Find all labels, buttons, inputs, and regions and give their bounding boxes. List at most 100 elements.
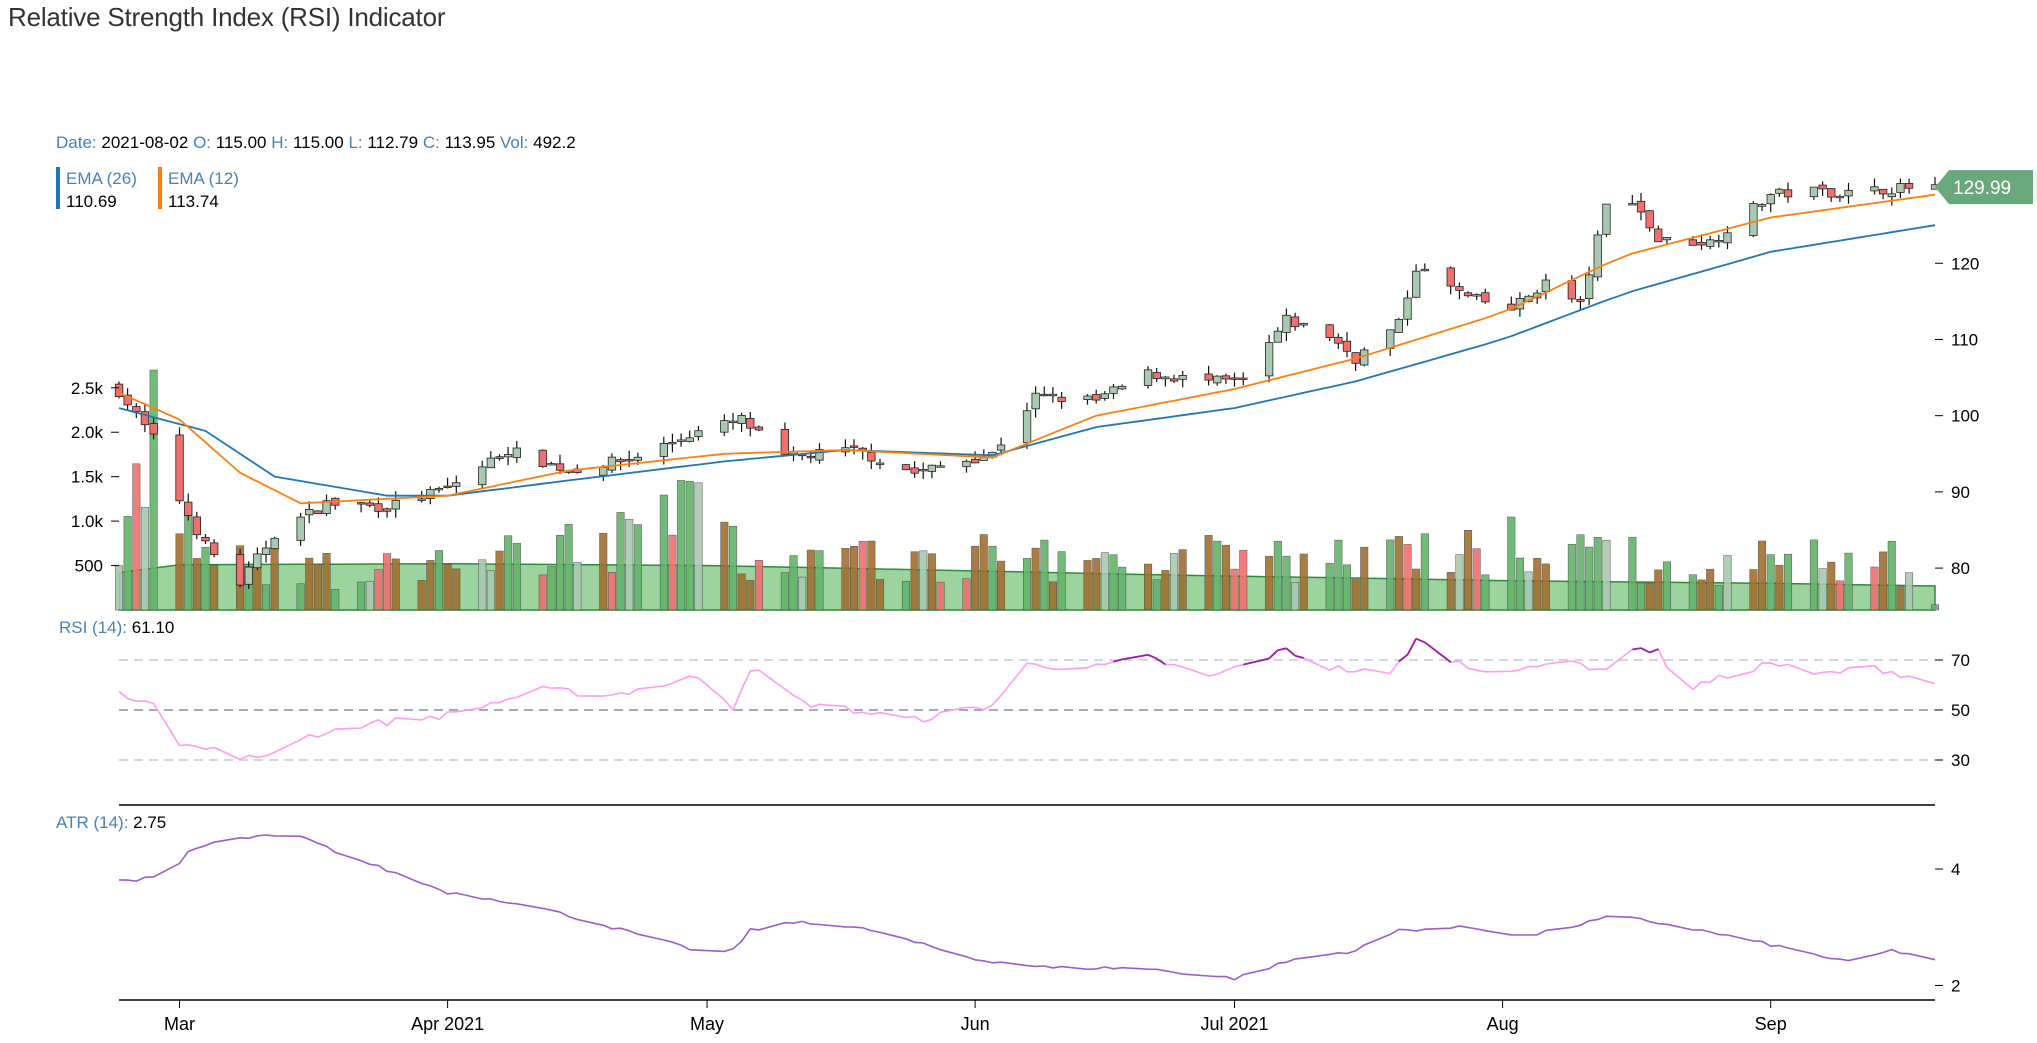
candle-body (175, 434, 184, 502)
volume-bar (1092, 558, 1101, 611)
price-tick-label: 110 (1951, 330, 1978, 349)
volume-bar (1386, 539, 1395, 611)
atr-tick-label: 2 (1951, 976, 1960, 995)
volume-bar (478, 559, 487, 611)
candle-body (1463, 292, 1473, 297)
volume-bar (270, 547, 279, 611)
atr-line (118, 834, 1936, 981)
rsi-extreme-segment (1268, 649, 1279, 660)
ema26-label: EMA (26) (66, 169, 137, 188)
ema26-value: 110.69 (66, 192, 117, 211)
volume-tick-label: 2.0k (71, 423, 104, 442)
volume-bar (1818, 568, 1827, 611)
date-label: Date: (56, 133, 97, 152)
candle-body (1636, 200, 1646, 213)
volume-value: 492.2 (533, 133, 576, 152)
volume-bar (633, 524, 642, 611)
candle-body (1766, 194, 1775, 205)
rsi-tick-label: 30 (1951, 751, 1970, 770)
open-label: O: (193, 133, 212, 152)
volume-bar (780, 572, 789, 611)
volume-bar (132, 463, 141, 611)
candle-body (270, 537, 279, 549)
volume-bar (1291, 582, 1300, 611)
candle-body (1706, 239, 1715, 247)
rsi-tick-label: 70 (1951, 651, 1970, 670)
x-tick-label: Mar (164, 1014, 195, 1034)
volume-bar (564, 524, 573, 611)
candle-body (365, 502, 375, 506)
close-label: C: (422, 133, 440, 152)
candle-body (1697, 241, 1706, 246)
volume-bar (486, 570, 495, 611)
candle-body (668, 441, 677, 445)
volume-bar (729, 525, 738, 611)
volume-bar (1706, 568, 1715, 611)
candle-body (1031, 392, 1040, 410)
volume-bar (1896, 586, 1905, 611)
volume-bar (1714, 585, 1723, 611)
candle-body (694, 430, 703, 437)
candle-body (625, 459, 634, 462)
candle-body (1325, 324, 1334, 338)
volume-bar (1870, 566, 1879, 611)
volume-bar (1809, 539, 1818, 611)
rsi-tick-label: 50 (1951, 701, 1970, 720)
ema12-legend[interactable]: EMA (12) 113.74 (158, 167, 239, 213)
volume-bar (1481, 574, 1490, 611)
volume-bar (1351, 579, 1360, 611)
rsi-extreme-segment (1415, 637, 1426, 644)
volume-bar (1749, 569, 1758, 611)
rsi-extreme-segment (1632, 647, 1642, 651)
ema26-legend[interactable]: EMA (26) 110.69 (56, 167, 137, 213)
candle-body (616, 459, 625, 463)
candle-body (806, 455, 815, 459)
candle-body (1775, 188, 1784, 194)
ema12-swatch (158, 167, 162, 209)
candle-body (244, 566, 253, 585)
volume-bar (192, 558, 201, 611)
volume-bar (1023, 558, 1032, 611)
candle-body (1022, 410, 1032, 444)
candle-body (547, 463, 556, 466)
candle-body (927, 464, 936, 472)
candle-body (754, 426, 764, 431)
volume-bar (1040, 539, 1049, 611)
volume-bar (1265, 555, 1274, 611)
candle-body (919, 468, 928, 472)
candle-body (1835, 195, 1844, 199)
volume-bar (1109, 554, 1118, 611)
ohlc-readout: Date: 2021-08-02 O: 115.00 H: 115.00 L: … (56, 133, 576, 153)
volume-bar (1403, 544, 1412, 611)
volume-bar (1775, 564, 1784, 611)
volume-bar (1662, 561, 1671, 611)
candle-body (599, 467, 608, 476)
volume-bar (1697, 579, 1706, 611)
atr-value: 2.75 (133, 813, 167, 832)
volume-bar (452, 568, 461, 611)
candle-body (434, 487, 444, 491)
price-tick-label: 90 (1951, 483, 1970, 502)
volume-bar (210, 564, 219, 611)
candle-body (235, 554, 245, 586)
volume-bar (1541, 563, 1550, 611)
rsi-extreme-segment (1277, 647, 1287, 652)
candle-body (971, 458, 980, 464)
volume-bar (331, 589, 340, 611)
x-tick-label: Jul 2021 (1201, 1014, 1269, 1034)
candle-body (746, 417, 755, 429)
x-tick-label: May (690, 1014, 724, 1034)
volume-bar (720, 521, 729, 611)
candle-body (1749, 203, 1758, 236)
rsi-extreme-segment (1147, 653, 1158, 660)
volume-bar (175, 533, 184, 611)
candle-body (1887, 193, 1896, 198)
low-value: 112.79 (367, 133, 419, 152)
candle-body (184, 501, 193, 516)
candle-body (677, 439, 686, 442)
volume-bar (1273, 541, 1282, 611)
rsi-extreme-segment (1156, 657, 1166, 666)
volume-bar (426, 560, 435, 611)
volume-bar (1593, 537, 1602, 611)
